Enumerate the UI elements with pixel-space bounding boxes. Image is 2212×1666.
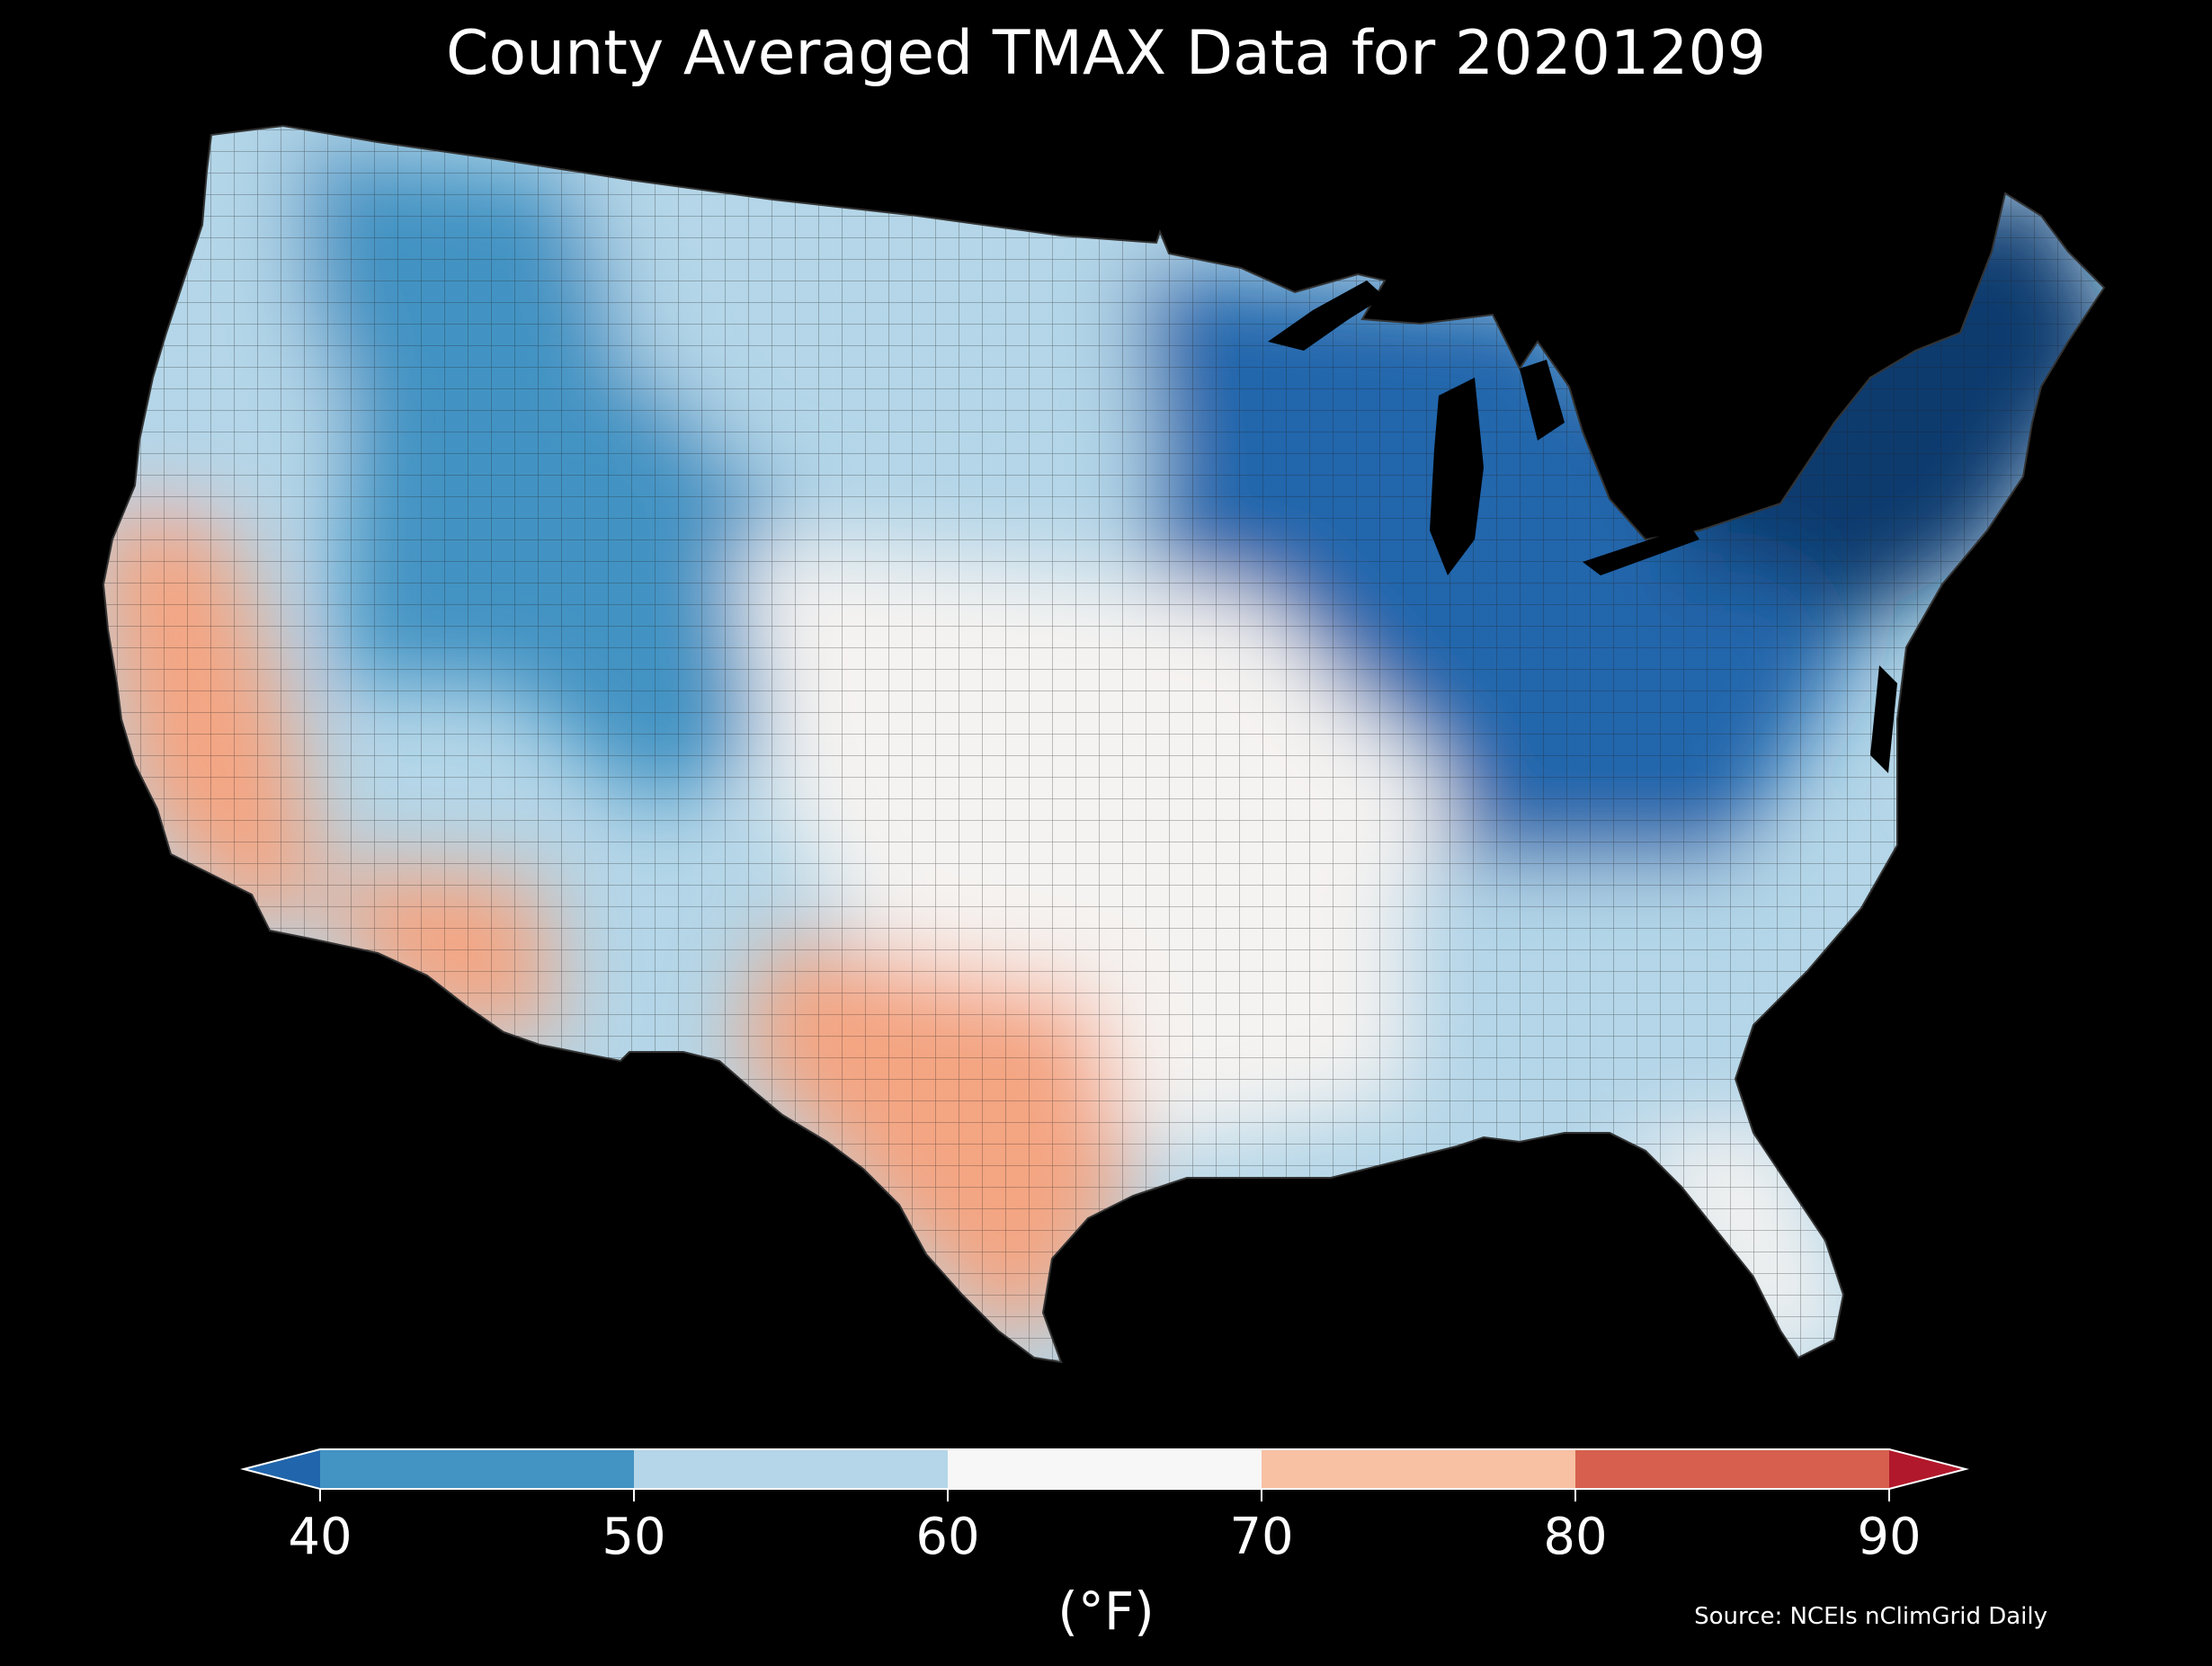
colorbar-bin-1 [634,1449,948,1489]
colorbar-tick-label: 90 [1857,1508,1922,1566]
colorbar-tick-label: 60 [915,1508,980,1566]
lake-superior [1268,281,1385,351]
colorbar-over-arrow [1889,1449,1966,1489]
lake-huron [1520,360,1565,441]
colorbar-tick-label: 40 [288,1508,352,1566]
colorbar-bin-3 [1262,1449,1575,1489]
colorbar-bin-0 [320,1449,634,1489]
colorbar-under-arrow [244,1449,320,1489]
source-credit: Source: NCEIs nClimGrid Daily [1694,1603,2047,1630]
colorbar-tick-label: 70 [1229,1508,1294,1566]
colorbar-unit-label: (°F) [1057,1581,1155,1642]
lake-michigan [1430,378,1484,575]
lake-erie [1583,526,1699,575]
chesapeake-bay [1870,665,1897,773]
colorbar-tick-label: 80 [1543,1508,1608,1566]
colorbar-bin-4 [1575,1449,1889,1489]
colorbar-bin-2 [948,1449,1262,1489]
colorbar-tick-label: 50 [602,1508,666,1566]
map-title: County Averaged TMAX Data for 20201209 [446,18,1766,89]
